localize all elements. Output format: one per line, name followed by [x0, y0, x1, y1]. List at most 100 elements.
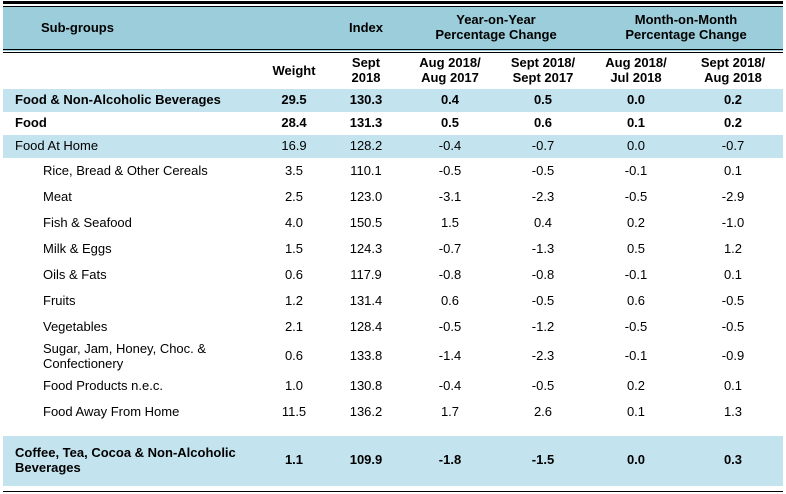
value-cell: 0.4: [403, 89, 497, 112]
subgroup-label: Fish & Seafood: [43, 214, 132, 230]
value-cell: 0.5: [626, 240, 646, 256]
value-cell: 0.1: [723, 162, 743, 178]
value-cell: -0.8: [531, 266, 555, 282]
table-row: Fish & Seafood 4.0 150.5 1.5 0.4 0.2 -1.0: [3, 210, 783, 236]
value-cell: 0.6: [626, 292, 646, 308]
subgroup-label: Milk & Eggs: [43, 240, 112, 256]
value-cell: 1.5: [440, 214, 460, 230]
value-cell: 136.2: [349, 404, 383, 420]
index-header: Index: [329, 7, 403, 53]
value-cell: 0.6: [284, 348, 304, 364]
value-cell: -1.8: [403, 435, 497, 486]
spacer-row: [3, 425, 783, 436]
value-cell: 0.5: [440, 115, 460, 131]
value-cell: 1.5: [284, 240, 304, 256]
value-cell: 2.6: [533, 404, 553, 420]
weight-header: Weight: [259, 51, 329, 89]
value-cell: 131.3: [349, 115, 383, 131]
value-cell: 1.1: [259, 435, 329, 486]
value-cell: -0.7: [497, 135, 589, 158]
table-row: Food At Home 16.9 128.2 -0.4 -0.7 0.0 -0.7: [3, 135, 783, 158]
value-cell: -0.5: [721, 318, 745, 334]
table-header: Sub-groups Index Year-on-Year Percentage…: [3, 7, 783, 89]
value-cell: -0.5: [624, 318, 648, 334]
table-row: Fruits 1.2 131.4 0.6 -0.5 0.6 -0.5: [3, 288, 783, 314]
spacer-cell: [3, 425, 783, 436]
table-row: Oils & Fats 0.6 117.9 -0.8 -0.8 -0.1 0.1: [3, 262, 783, 288]
value-cell: -2.9: [721, 188, 745, 204]
value-cell: 0.1: [723, 378, 743, 394]
value-cell: 1.7: [440, 404, 460, 420]
value-cell: 1.2: [723, 240, 743, 256]
value-cell: 109.9: [329, 435, 403, 486]
mom-group-header: Month-on-Month Percentage Change: [589, 7, 783, 53]
value-cell: 2.1: [284, 318, 304, 334]
table-row: Meat 2.5 123.0 -3.1 -2.3 -0.5 -2.9: [3, 184, 783, 210]
subgroups-header: Sub-groups: [3, 7, 259, 53]
value-cell: 133.8: [349, 348, 383, 364]
subgroup-label: Food & Non-Alcoholic Beverages: [3, 89, 259, 112]
yoy-col1-header: Aug 2018/ Aug 2017: [403, 51, 497, 89]
table-row: Food Away From Home 11.5 136.2 1.7 2.6 0.1 1.3: [3, 400, 783, 426]
value-cell: -0.5: [721, 292, 745, 308]
subgroup-label: Vegetables: [43, 318, 108, 334]
value-cell: 0.6: [284, 266, 304, 282]
subgroup-label: Fruits: [43, 292, 76, 308]
value-cell: 0.1: [626, 115, 646, 131]
value-cell: 0.6: [440, 292, 460, 308]
value-cell: 11.5: [281, 404, 307, 420]
value-cell: 28.4: [281, 115, 307, 131]
value-cell: 130.8: [349, 378, 383, 394]
value-cell: -3.1: [438, 188, 462, 204]
value-cell: 1.0: [284, 378, 304, 394]
value-cell: -0.1: [624, 348, 648, 364]
value-cell: 131.4: [349, 292, 383, 308]
value-cell: 0.6: [533, 115, 553, 131]
table-body: Food & Non-Alcoholic Beverages 29.5 130.3 0…: [3, 89, 783, 486]
value-cell: -0.4: [438, 378, 462, 394]
table-row: Milk & Eggs 1.5 124.3 -0.7 -1.3 0.5 1.2: [3, 236, 783, 262]
value-cell: 1.3: [723, 404, 743, 420]
mom-col2-header: Sept 2018/ Aug 2018: [683, 51, 783, 89]
value-cell: -0.5: [624, 188, 648, 204]
cpi-table-frame: Sub-groups Index Year-on-Year Percentage…: [3, 1, 783, 494]
value-cell: -0.1: [624, 162, 648, 178]
value-cell: -1.4: [438, 348, 462, 364]
value-cell: -2.3: [531, 348, 555, 364]
subgroup-label: Rice, Bread & Other Cereals: [43, 162, 208, 178]
value-cell: 29.5: [259, 89, 329, 112]
value-cell: -1.0: [721, 214, 745, 230]
subgroup-label: Food: [15, 115, 47, 131]
value-cell: 4.0: [284, 214, 304, 230]
value-cell: -0.4: [403, 135, 497, 158]
cpi-subgroups-table: Sub-groups Index Year-on-Year Percentage…: [3, 7, 783, 486]
value-cell: 0.2: [683, 89, 783, 112]
yoy-col2-header: Sept 2018/ Sept 2017: [497, 51, 589, 89]
subgroup-label: Food Products n.e.c.: [43, 378, 163, 394]
table-row: Rice, Bread & Other Cereals 3.5 110.1 -0.5 -…: [3, 158, 783, 184]
subgroup-label: Food At Home: [3, 135, 259, 158]
value-cell: 0.0: [589, 435, 683, 486]
value-cell: -1.2: [531, 318, 555, 334]
value-cell: 0.0: [589, 89, 683, 112]
header-group-row: Sub-groups Index Year-on-Year Percentage…: [3, 7, 783, 53]
value-cell: 1.2: [284, 292, 304, 308]
value-cell: 0.1: [626, 404, 646, 420]
value-cell: 117.9: [350, 266, 382, 282]
value-cell: 0.3: [683, 435, 783, 486]
value-cell: -0.8: [438, 266, 462, 282]
value-cell: -0.7: [438, 240, 462, 256]
value-cell: -1.5: [497, 435, 589, 486]
value-cell: 3.5: [284, 162, 304, 178]
value-cell: -0.9: [721, 348, 745, 364]
value-cell: 130.3: [329, 89, 403, 112]
table-row: Food 28.4 131.3 0.5 0.6 0.1 0.2: [3, 112, 783, 135]
mom-col1-header: Aug 2018/ Jul 2018: [589, 51, 683, 89]
subgroup-label: Meat: [43, 188, 72, 204]
value-cell: -0.7: [683, 135, 783, 158]
value-cell: 128.2: [329, 135, 403, 158]
value-cell: 123.0: [349, 188, 383, 204]
table-row: Food Products n.e.c. 1.0 130.8 -0.4 -0.5 0.2 0…: [3, 374, 783, 400]
value-cell: 0.0: [589, 135, 683, 158]
cpi-table-inner-frame: Sub-groups Index Year-on-Year Percentage…: [3, 6, 783, 492]
